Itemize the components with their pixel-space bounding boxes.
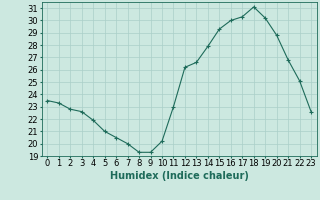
X-axis label: Humidex (Indice chaleur): Humidex (Indice chaleur) <box>110 171 249 181</box>
